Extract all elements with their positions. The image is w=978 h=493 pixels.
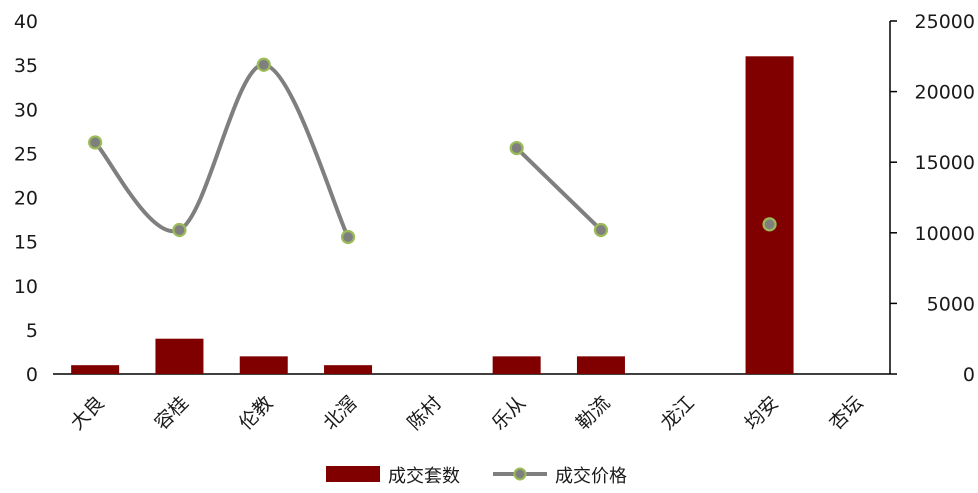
axes-group: 0 5 10 15 20 25 30 35 40 0 5000 10000 15000 20000 2500… bbox=[14, 11, 975, 386]
legend-line-label: 成交价格 bbox=[555, 466, 627, 487]
line-group bbox=[88, 57, 777, 245]
right-y-tick-label: 10000 bbox=[915, 223, 975, 245]
price-point-容桂 bbox=[172, 222, 187, 238]
right-y-tick-label: 5000 bbox=[927, 293, 975, 315]
left-y-tick-label: 40 bbox=[14, 11, 38, 33]
x-labels-group: 大良 容桂 伦教 北滘 陈村 乐从 勒流 龙江 均安 杏坛 bbox=[66, 392, 867, 434]
price-line-segment bbox=[514, 146, 603, 232]
x-tick-label: 勒流 bbox=[572, 392, 614, 434]
left-y-tick-label: 5 bbox=[26, 320, 38, 342]
x-tick-label: 北滘 bbox=[319, 392, 361, 434]
x-tick-label: 龙江 bbox=[656, 392, 698, 434]
legend-line-marker bbox=[513, 467, 527, 481]
left-y-tick-label: 15 bbox=[14, 232, 38, 254]
left-y-tick-label: 0 bbox=[26, 364, 38, 386]
left-y-tick-label: 25 bbox=[14, 143, 38, 165]
x-tick-label: 大良 bbox=[66, 392, 108, 434]
x-tick-label: 容桂 bbox=[151, 392, 193, 434]
price-point-伦教 bbox=[256, 57, 271, 72]
legend-bar-swatch bbox=[326, 466, 380, 482]
right-y-tick-label: 0 bbox=[963, 364, 975, 386]
right-y-tick-label: 25000 bbox=[915, 11, 975, 33]
x-tick-label: 均安 bbox=[741, 392, 783, 434]
left-y-tick-label: 10 bbox=[14, 276, 38, 298]
price-point-均安 bbox=[762, 217, 777, 232]
bar-北滘 bbox=[324, 365, 373, 374]
price-line-segment bbox=[93, 62, 351, 240]
x-tick-label: 乐从 bbox=[488, 392, 530, 434]
price-point-乐从 bbox=[509, 140, 524, 156]
bar-大良 bbox=[71, 365, 120, 374]
left-y-tick-label: 20 bbox=[14, 188, 38, 210]
left-y-tick-label: 30 bbox=[14, 99, 38, 121]
x-tick-label: 伦教 bbox=[235, 392, 277, 434]
right-y-tick-label: 20000 bbox=[915, 82, 975, 104]
bar-伦教 bbox=[239, 356, 288, 374]
price-point-勒流 bbox=[593, 222, 609, 238]
bar-均安 bbox=[745, 56, 794, 375]
bar-乐从 bbox=[492, 356, 541, 374]
left-y-tick-label: 35 bbox=[14, 55, 38, 77]
price-point-北滘 bbox=[340, 229, 356, 245]
price-point-大良 bbox=[88, 135, 103, 150]
right-y-tick-label: 15000 bbox=[915, 152, 975, 174]
legend-bar-label: 成交套数 bbox=[388, 466, 460, 487]
bar-勒流 bbox=[576, 356, 625, 374]
bars-group bbox=[71, 56, 794, 375]
legend: 成交套数 成交价格 bbox=[326, 466, 627, 487]
x-tick-label: 陈村 bbox=[403, 392, 445, 434]
bar-容桂 bbox=[155, 338, 204, 374]
x-tick-label: 杏坛 bbox=[825, 392, 867, 434]
